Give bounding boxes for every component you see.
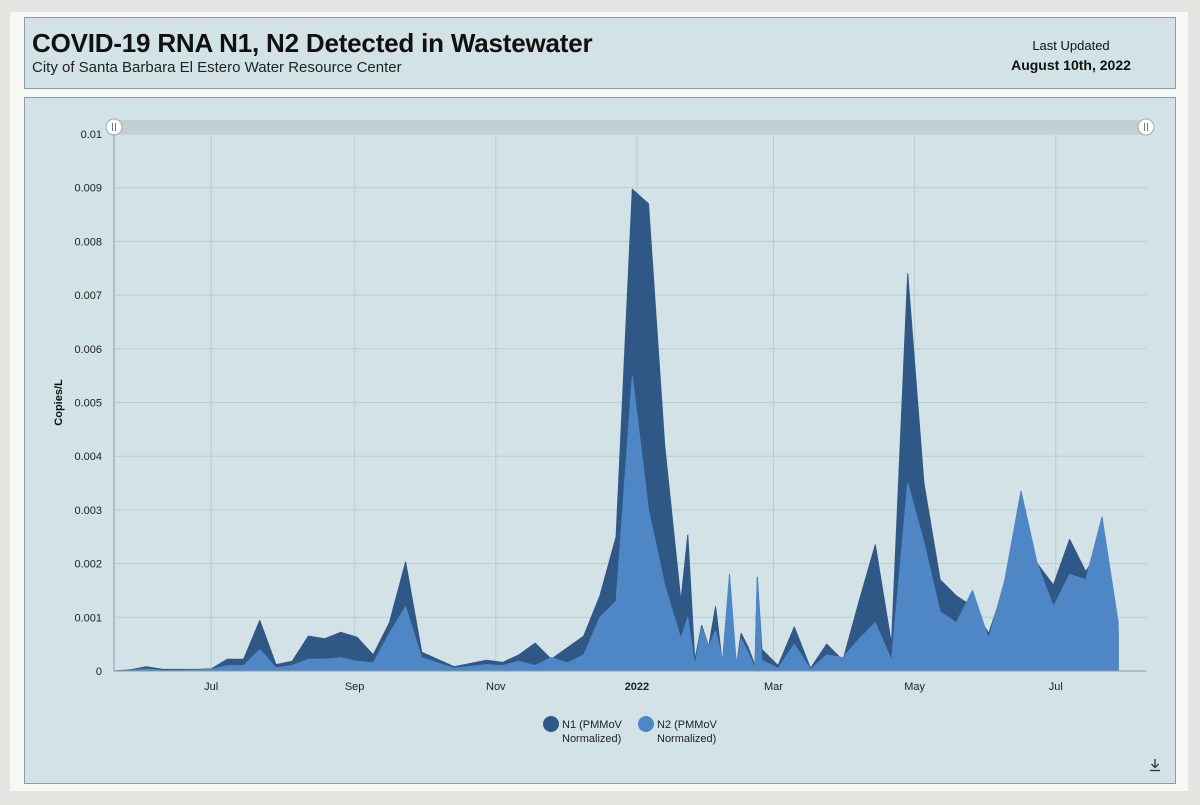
legend-label-n1[interactable]: N1 (PMMoV	[562, 719, 623, 731]
x-tick-label: Jul	[1049, 681, 1063, 693]
x-tick-label: Mar	[764, 681, 783, 693]
wastewater-area-chart: 0 0.001 0.002 0.003 0.004 0.005 0.006 0.007 0.00…	[53, 118, 1155, 745]
legend-label-n2[interactable]: N2 (PMMoV	[657, 719, 718, 731]
legend-label-n2[interactable]: Normalized)	[657, 733, 716, 745]
range-handle-icon[interactable]	[105, 118, 123, 136]
legend-label-n1[interactable]: Normalized)	[562, 733, 621, 745]
x-tick-label: 2022	[625, 681, 649, 693]
legend-marker-n1[interactable]	[543, 716, 559, 732]
y-tick-label: 0.007	[74, 290, 102, 302]
y-axis-label: Copies/L	[53, 379, 65, 426]
y-tick-label: 0.009	[74, 183, 102, 195]
y-tick-label: 0.001	[74, 612, 102, 624]
series-area-n2	[113, 375, 1119, 672]
x-tick-label: May	[904, 681, 925, 693]
page-subtitle: City of Santa Barbara El Estero Water Re…	[32, 59, 402, 76]
dashboard-header: COVID-19 RNA N1, N2 Detected in Wastewat…	[24, 17, 1176, 89]
x-tick-label: Sep	[345, 681, 365, 693]
last-updated-label: Last Updated	[1032, 38, 1110, 53]
legend-marker-n2[interactable]	[638, 716, 654, 732]
x-tick-label: Nov	[486, 681, 506, 693]
y-tick-label: 0.003	[74, 505, 102, 517]
download-icon[interactable]	[1149, 758, 1161, 775]
last-updated-date: August 10th, 2022	[1011, 57, 1131, 73]
y-tick-label: 0.005	[74, 398, 102, 410]
chart-panel: 0 0.001 0.002 0.003 0.004 0.005 0.006 0.007 0.00…	[24, 97, 1176, 784]
y-tick-label: 0.002	[74, 559, 102, 571]
x-tick-label: Jul	[204, 681, 218, 693]
y-tick-label: 0.01	[81, 129, 102, 141]
range-handle-icon[interactable]	[1137, 118, 1155, 136]
page-title: COVID-19 RNA N1, N2 Detected in Wastewat…	[32, 28, 593, 58]
y-tick-label: 0	[96, 666, 102, 678]
y-tick-label: 0.006	[74, 344, 102, 356]
y-tick-label: 0.008	[74, 236, 102, 248]
range-selector-track[interactable]	[114, 120, 1146, 134]
y-tick-label: 0.004	[74, 451, 102, 463]
